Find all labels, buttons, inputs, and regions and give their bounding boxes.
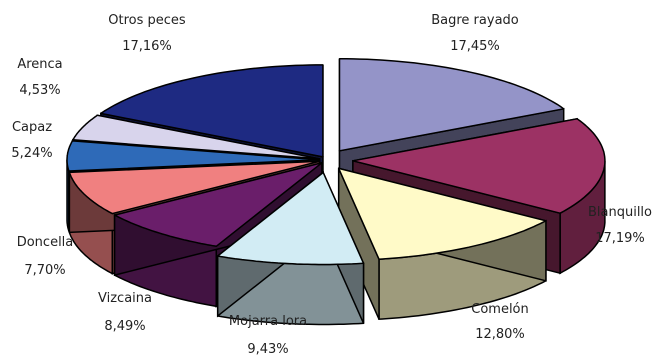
- slice-name: Comelón: [471, 302, 529, 317]
- slice-label-mojarra-lora: Mojarra lora 9,43%: [229, 314, 307, 357]
- slice-value: 17,45%: [450, 39, 500, 54]
- slice-name: Mojarra lora: [229, 314, 307, 329]
- slice-label-comelon: Comelón 12,80%: [471, 302, 529, 342]
- slice-value: 12,80%: [475, 327, 525, 342]
- slice-value: 9,43%: [247, 342, 288, 357]
- slice-name: Bagre rayado: [431, 13, 519, 28]
- slice-value: 7,70%: [24, 263, 65, 278]
- slice-label-bagre-rayado: Bagre rayado 17,45%: [431, 13, 519, 54]
- pie-tops: [66, 58, 606, 266]
- slice-otros-peces: [100, 64, 324, 158]
- slice-comelon: [337, 167, 547, 260]
- slice-label-capaz: Capaz 5,24%: [11, 120, 52, 161]
- slice-capaz: [66, 140, 320, 172]
- slice-value: 5,24%: [11, 146, 52, 161]
- slice-label-doncella: Doncella 7,70%: [17, 235, 74, 278]
- slice-bagre-rayado: [338, 58, 565, 152]
- slice-doncella: [68, 160, 321, 215]
- slice-name: Otros peces: [108, 13, 186, 28]
- slice-name: Capaz: [12, 120, 52, 135]
- slice-vizcaina: [113, 162, 323, 248]
- slice-mojarra-lora: [216, 171, 365, 266]
- slice-label-arenca: Arenca 4,53%: [17, 57, 62, 98]
- slice-value: 4,53%: [19, 83, 60, 98]
- slice-name: Doncella: [17, 235, 74, 250]
- slice-value: 17,19%: [595, 231, 645, 246]
- slice-name: Blanquillo: [588, 205, 652, 220]
- slice-value: 17,16%: [122, 39, 172, 54]
- slice-name: Vizcaina: [98, 291, 152, 306]
- slice-arenca: [72, 114, 321, 160]
- slice-name: Arenca: [17, 57, 62, 72]
- slice-blanquillo: [352, 118, 606, 214]
- slice-value: 8,49%: [104, 319, 145, 334]
- slice-label-vizcaina: Vizcaina 8,49%: [98, 291, 152, 334]
- slice-label-otros-peces: Otros peces 17,16%: [108, 13, 186, 54]
- slice-label-blanquillo: Blanquillo 17,19%: [588, 205, 652, 246]
